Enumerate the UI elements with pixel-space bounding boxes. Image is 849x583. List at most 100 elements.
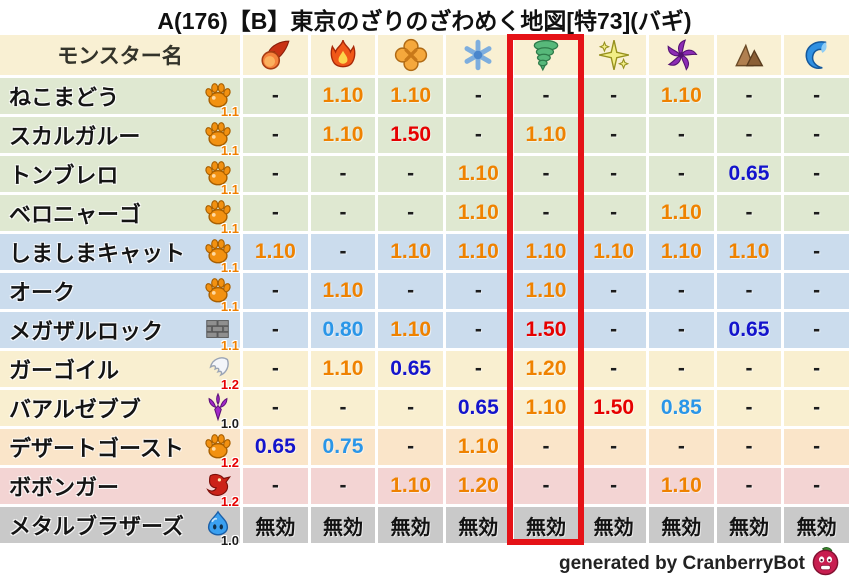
resistance-cell-ice: - [445, 312, 511, 348]
monster-name: バアルゼブブ [9, 397, 141, 422]
rank-multiplier: 1.0 [220, 533, 239, 548]
resistance-cell-flame: - [310, 468, 376, 504]
resistance-cell-dark: - [648, 351, 714, 387]
resistance-cell-dark: 1.10 [648, 468, 714, 504]
paw-icon [205, 83, 231, 108]
page-title: A(176)【B】東京のざりのざわめく地図[特73](バギ) [157, 8, 692, 34]
wing-icon [209, 357, 229, 377]
resistance-cell-flame: - [310, 156, 376, 192]
monster-name: ねこまどう [9, 85, 120, 110]
resistance-cell-light: 1.50 [581, 390, 646, 426]
resistance-cell-flame: - [310, 390, 376, 426]
paw-icon [205, 161, 231, 186]
resistance-cell-dark: 無効 [648, 507, 714, 543]
resistance-cell-flame: 0.80 [310, 312, 376, 348]
column-header-flame [310, 35, 376, 75]
resistance-cell-wind: 無効 [513, 507, 579, 543]
rank-multiplier: 1.1 [220, 143, 239, 158]
resistance-cell-wind: - [513, 468, 579, 504]
resistance-cell-wind: - [513, 429, 579, 465]
resistance-cell-fire: - [243, 78, 308, 114]
monster-name-cell: バアルゼブブ 1.0 [0, 390, 240, 431]
explosion-icon [394, 38, 427, 72]
rank-multiplier: 1.0 [220, 416, 239, 431]
tornado-icon [533, 39, 559, 72]
resistance-cell-light: - [581, 312, 646, 348]
family-icon-wrap: 1.1 [199, 235, 239, 275]
resistance-cell-wind: - [513, 195, 579, 231]
resistance-cell-light: 1.10 [581, 234, 646, 270]
resistance-cell-ice: - [445, 117, 511, 153]
resistance-cell-fire: - [243, 195, 308, 231]
resistance-cell-water: - [784, 273, 849, 309]
slime-icon [207, 510, 229, 536]
resistance-cell-water: - [784, 156, 849, 192]
resistance-cell-dark: - [648, 312, 714, 348]
water-icon [805, 41, 827, 69]
resistance-cell-dark: 1.10 [648, 195, 714, 231]
resistance-cell-fire: 0.65 [243, 429, 308, 465]
flame-icon [330, 39, 356, 68]
resistance-cell-fire: - [243, 312, 308, 348]
brick-icon [206, 320, 229, 338]
resistance-cell-earth: 無効 [716, 507, 782, 543]
rank-multiplier: 1.1 [220, 221, 239, 236]
family-icon-wrap: 1.2 [199, 352, 239, 392]
resistance-cell-explosion: 1.10 [378, 468, 443, 504]
resistance-cell-flame: 1.10 [310, 273, 376, 309]
monster-name: ガーゴイル [9, 358, 120, 383]
monster-name: デザートゴースト [9, 436, 184, 461]
dark-icon [667, 39, 698, 71]
resistance-cell-water: - [784, 390, 849, 426]
resistance-cell-wind: 1.10 [513, 390, 579, 426]
resistance-cell-earth: - [716, 468, 782, 504]
resistance-cell-dark: - [648, 273, 714, 309]
column-header-explosion [378, 35, 443, 75]
resistance-cell-earth: - [716, 351, 782, 387]
resistance-cell-ice: 1.20 [445, 468, 511, 504]
resistance-cell-explosion: 1.50 [378, 117, 443, 153]
footer-credit: generated by CranberryBot [559, 545, 841, 582]
monster-name-cell: メガザルロック 1.1 [0, 312, 240, 353]
monster-name: しましまキャット [9, 241, 186, 266]
resistance-cell-ice: 1.10 [445, 156, 511, 192]
resistance-cell-explosion: - [378, 195, 443, 231]
resistance-cell-water: - [784, 468, 849, 504]
rank-multiplier: 1.2 [220, 494, 239, 509]
resistance-cell-light: - [581, 195, 646, 231]
resistance-cell-flame: - [310, 234, 376, 270]
monster-name: スカルガルー [9, 124, 141, 149]
column-header-ice [445, 35, 511, 75]
cranberry-icon [812, 547, 839, 576]
earth-icon [735, 43, 764, 67]
resistance-cell-wind: 1.10 [513, 117, 579, 153]
column-header-monster-name: モンスター名 [0, 35, 240, 75]
monster-name: オーク [9, 280, 76, 305]
resistance-cell-light: - [581, 273, 646, 309]
resistance-cell-water: - [784, 117, 849, 153]
monster-name-cell: メタルブラザーズ 1.0 [0, 507, 240, 548]
resistance-cell-earth: - [716, 195, 782, 231]
resistance-cell-flame: 0.75 [310, 429, 376, 465]
resistance-cell-fire: - [243, 273, 308, 309]
resistance-cell-explosion: 1.10 [378, 78, 443, 114]
monster-name-cell: トンブレロ 1.1 [0, 156, 240, 197]
resistance-cell-explosion: - [378, 390, 443, 426]
resistance-cell-ice: - [445, 78, 511, 114]
resistance-cell-dark: 1.10 [648, 234, 714, 270]
resistance-cell-water: - [784, 351, 849, 387]
monster-name-cell: ボボンガー 1.2 [0, 468, 240, 509]
resistance-cell-water: 無効 [784, 507, 849, 543]
monster-name: ボボンガー [9, 475, 120, 500]
resistance-cell-flame: 1.10 [310, 351, 376, 387]
rank-multiplier: 1.1 [220, 104, 239, 119]
resistance-cell-water: - [784, 312, 849, 348]
monster-name: ベロニャーゴ [9, 202, 142, 227]
monster-name: トンブレロ [9, 163, 119, 188]
resistance-cell-earth: - [716, 429, 782, 465]
monster-name: メガザルロック [9, 319, 164, 344]
resistance-cell-fire: - [243, 117, 308, 153]
resistance-cell-ice: 1.10 [445, 234, 511, 270]
resistance-cell-earth: 0.65 [716, 156, 782, 192]
rank-multiplier: 1.2 [220, 455, 239, 470]
